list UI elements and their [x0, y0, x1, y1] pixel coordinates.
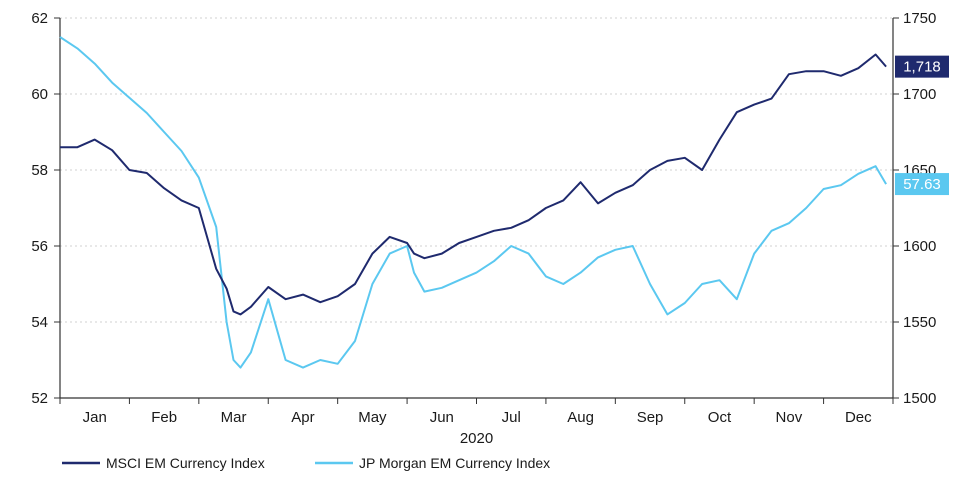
x-tick-label: Jan: [83, 409, 107, 426]
right-tick-label: 1700: [903, 86, 936, 103]
gridlines: [60, 17, 893, 323]
x-tick-label: Dec: [845, 409, 872, 426]
jp-morgan-end-label-box: [895, 173, 949, 196]
msci-end-label-box: [895, 55, 949, 78]
legend-entry: MSCI EM Currency Index: [106, 455, 265, 471]
right-tick-label: 1750: [903, 10, 936, 27]
series-lines: [59, 36, 887, 369]
left-tick-label: 62: [31, 10, 48, 27]
jp-morgan-em-currency-line: [59, 36, 887, 369]
left-y-axis: 52 54 56 58 60 62: [31, 10, 60, 407]
x-tick-label: Aug: [567, 409, 594, 426]
left-tick-label: 60: [31, 86, 48, 103]
axes: [59, 18, 894, 399]
right-tick-label: 1550: [903, 314, 936, 331]
x-tick-label: Jul: [502, 409, 521, 426]
x-tick-label: May: [358, 409, 387, 426]
x-tick-label: Apr: [291, 409, 314, 426]
x-tick-label: Jun: [430, 409, 454, 426]
left-tick-label: 54: [31, 314, 48, 331]
msci-end-label: 1,718: [903, 59, 941, 76]
right-tick-label: 1600: [903, 238, 936, 255]
left-tick-label: 58: [31, 162, 48, 179]
legend-entry: JP Morgan EM Currency Index: [359, 455, 550, 471]
x-tick-label: Feb: [151, 409, 177, 426]
right-tick-label: 1500: [903, 390, 936, 407]
legend: MSCI EM Currency Index JP Morgan EM Curre…: [62, 455, 550, 471]
x-tick-label: Mar: [221, 409, 247, 426]
jp-morgan-end-label: 57.63: [903, 176, 941, 193]
x-tick-label: Nov: [776, 409, 803, 426]
end-labels: 57.63 1,718: [895, 55, 949, 196]
left-tick-label: 52: [31, 390, 48, 407]
x-axis-label: 2020: [460, 430, 493, 447]
left-tick-label: 56: [31, 238, 48, 255]
x-axis: Jan Feb Mar Apr May Jun Jul Aug Sep Oct Nov Dec: [59, 398, 894, 426]
x-tick-label: Sep: [637, 409, 664, 426]
x-tick-label: Oct: [708, 409, 732, 426]
msci-em-currency-line: [60, 53, 887, 316]
